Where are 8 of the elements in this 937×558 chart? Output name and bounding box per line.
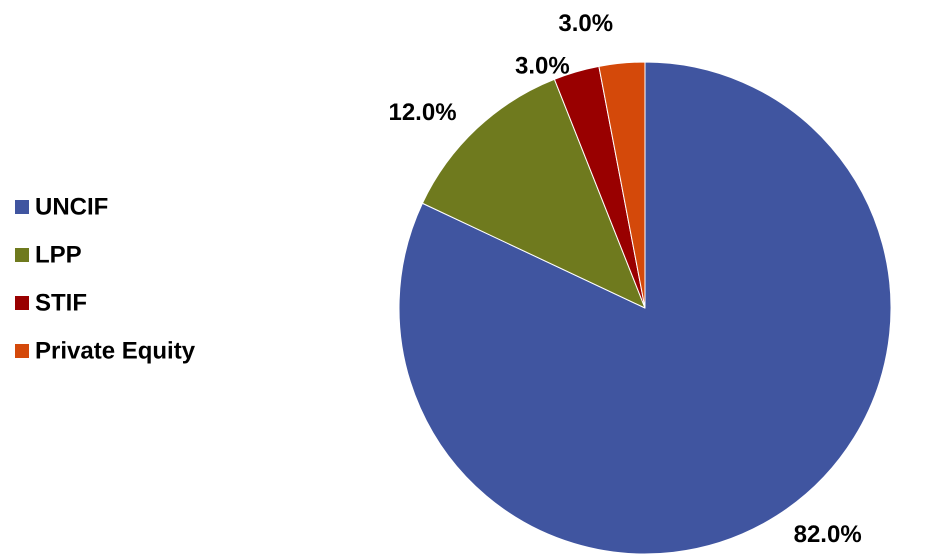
data-label: 3.0% [558, 10, 614, 37]
data-label: 3.0% [514, 52, 570, 80]
legend-label: STIF [35, 290, 87, 316]
legend-label: LPP [35, 242, 82, 268]
legend-label: UNCIF [35, 194, 108, 220]
data-label: 12.0% [388, 99, 457, 126]
legend-label: Private Equity [35, 338, 196, 364]
data-label: 82.0% [794, 520, 862, 548]
